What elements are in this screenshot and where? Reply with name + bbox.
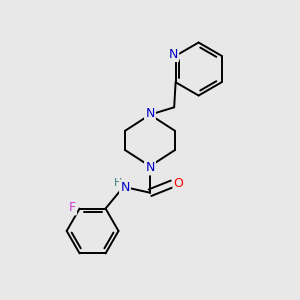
Text: N: N [169,48,178,61]
Text: H: H [114,178,122,188]
Text: N: N [145,161,155,174]
Text: N: N [120,181,130,194]
Text: N: N [145,107,155,120]
Text: O: O [174,177,184,190]
Text: F: F [69,201,76,214]
